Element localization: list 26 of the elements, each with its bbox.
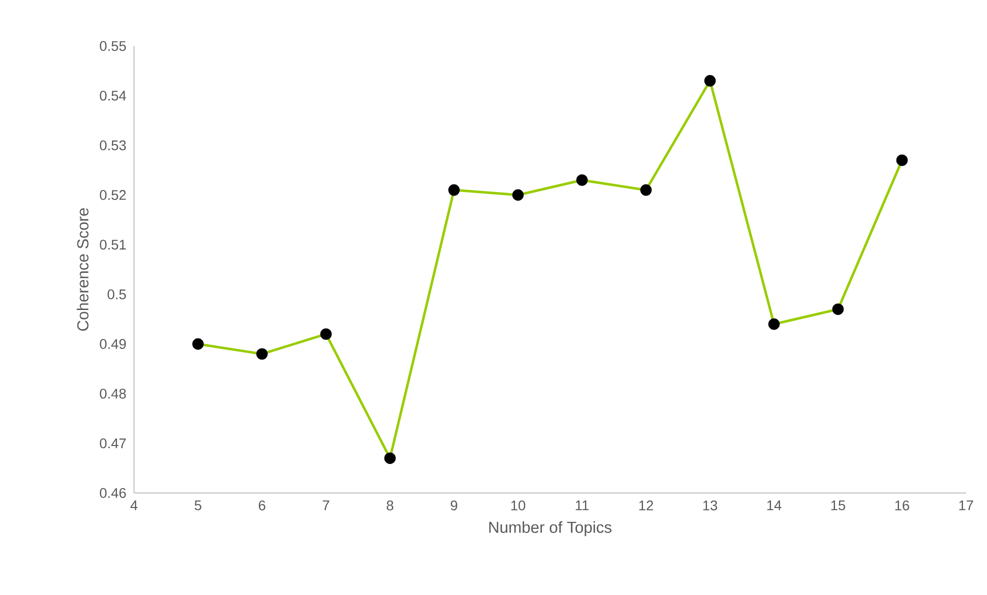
y-axis-title: Coherence Score bbox=[76, 208, 88, 331]
x-tick-label: 11 bbox=[576, 500, 589, 510]
x-tick-label: 16 bbox=[895, 500, 910, 510]
y-tick-label: 0.52 bbox=[100, 190, 126, 200]
x-tick-label: 9 bbox=[450, 500, 458, 510]
y-tick-label: 0.51 bbox=[100, 240, 126, 250]
y-tick-label: 0.55 bbox=[100, 41, 126, 51]
x-tick-label: 12 bbox=[639, 500, 654, 510]
x-tick-label: 5 bbox=[194, 500, 202, 510]
x-tick-label: 4 bbox=[130, 500, 138, 510]
x-axis-title: Number of Topics bbox=[489, 521, 612, 536]
y-tick-label: 0.49 bbox=[100, 339, 126, 349]
x-tick-label: 8 bbox=[386, 500, 394, 510]
y-tick-label: 0.5 bbox=[108, 289, 126, 300]
y-tick-label: 0.47 bbox=[100, 438, 126, 448]
y-tick-label: 0.46 bbox=[100, 488, 126, 498]
x-tick-label: 17 bbox=[959, 500, 974, 510]
x-tick-label: 15 bbox=[831, 500, 846, 510]
y-tick-label: 0.48 bbox=[100, 388, 126, 399]
x-tick-label: 7 bbox=[322, 500, 330, 510]
x-tick-label: 10 bbox=[511, 500, 526, 510]
x-tick-label: 14 bbox=[767, 500, 782, 510]
x-tick-label: 6 bbox=[258, 500, 266, 510]
y-tick-label: 0.53 bbox=[100, 140, 126, 150]
x-tick-label: 13 bbox=[703, 500, 718, 510]
y-tick-label: 0.54 bbox=[100, 90, 126, 101]
